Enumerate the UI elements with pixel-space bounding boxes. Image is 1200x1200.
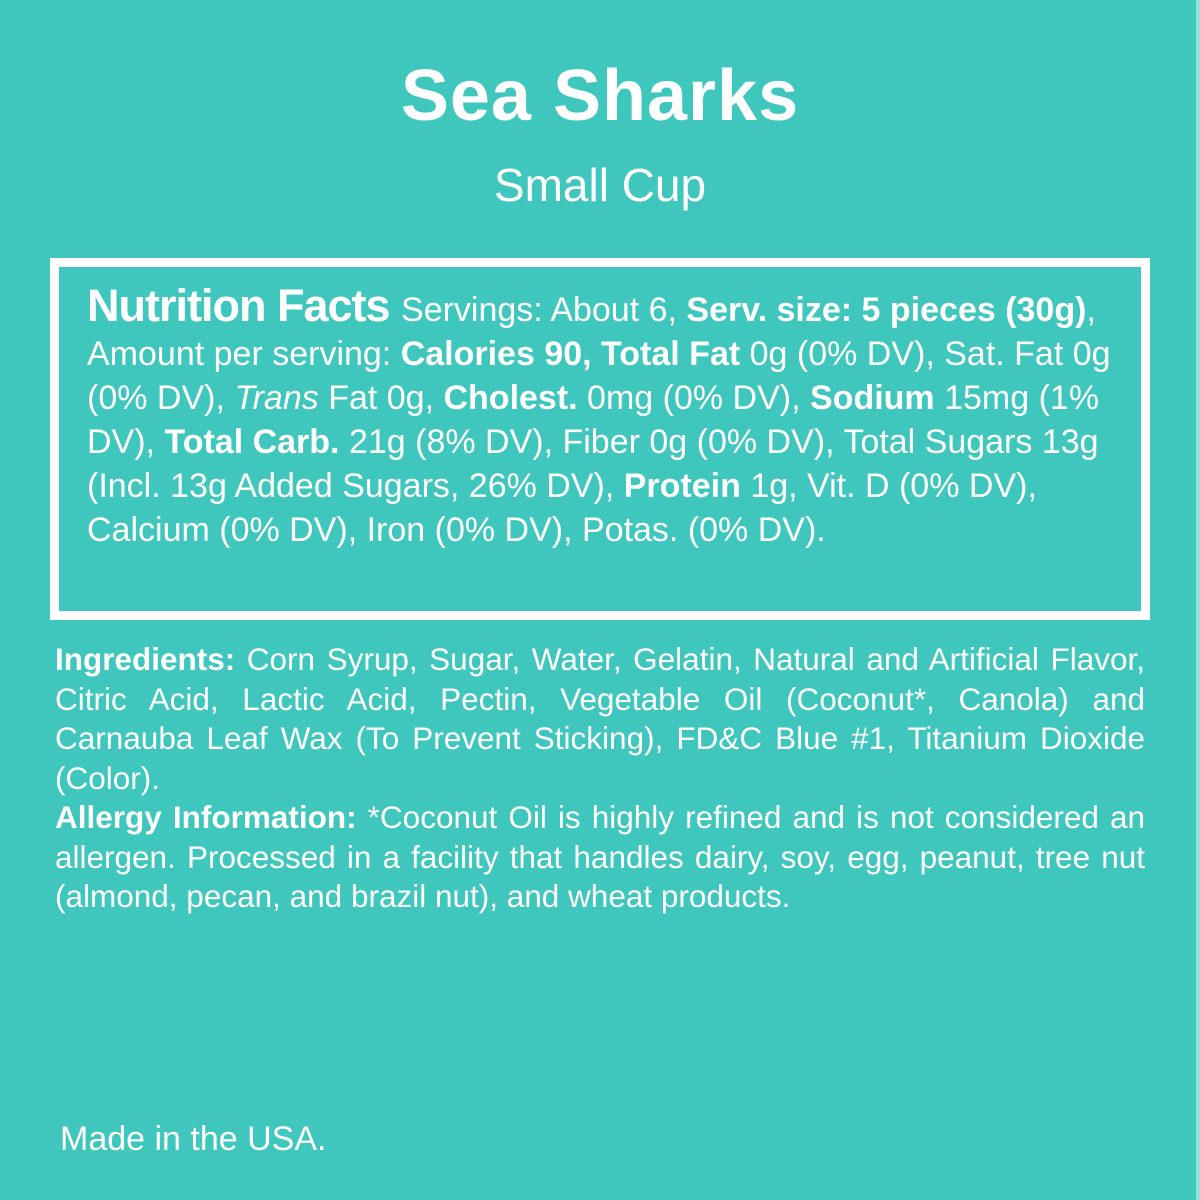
scan-edge-artifact bbox=[1196, 0, 1200, 1200]
allergy-information-text: Allergy Information: *Coconut Oil is hig… bbox=[55, 799, 1146, 914]
product-size-subtitle: Small Cup bbox=[493, 159, 707, 211]
nutrition-facts-text: Nutrition Facts Servings: About 6, Serv.… bbox=[87, 280, 1111, 549]
made-in-usa-text: Made in the USA. bbox=[60, 1120, 327, 1158]
product-title: Sea Sharks bbox=[400, 56, 800, 136]
nutrition-facts-box: Nutrition Facts Servings: About 6, Serv.… bbox=[50, 258, 1150, 620]
ingredients-text: Ingredients: Corn Syrup, Sugar, Water, G… bbox=[55, 641, 1145, 796]
ingredients-allergy-section: Ingredients: Corn Syrup, Sugar, Water, G… bbox=[55, 640, 1145, 917]
